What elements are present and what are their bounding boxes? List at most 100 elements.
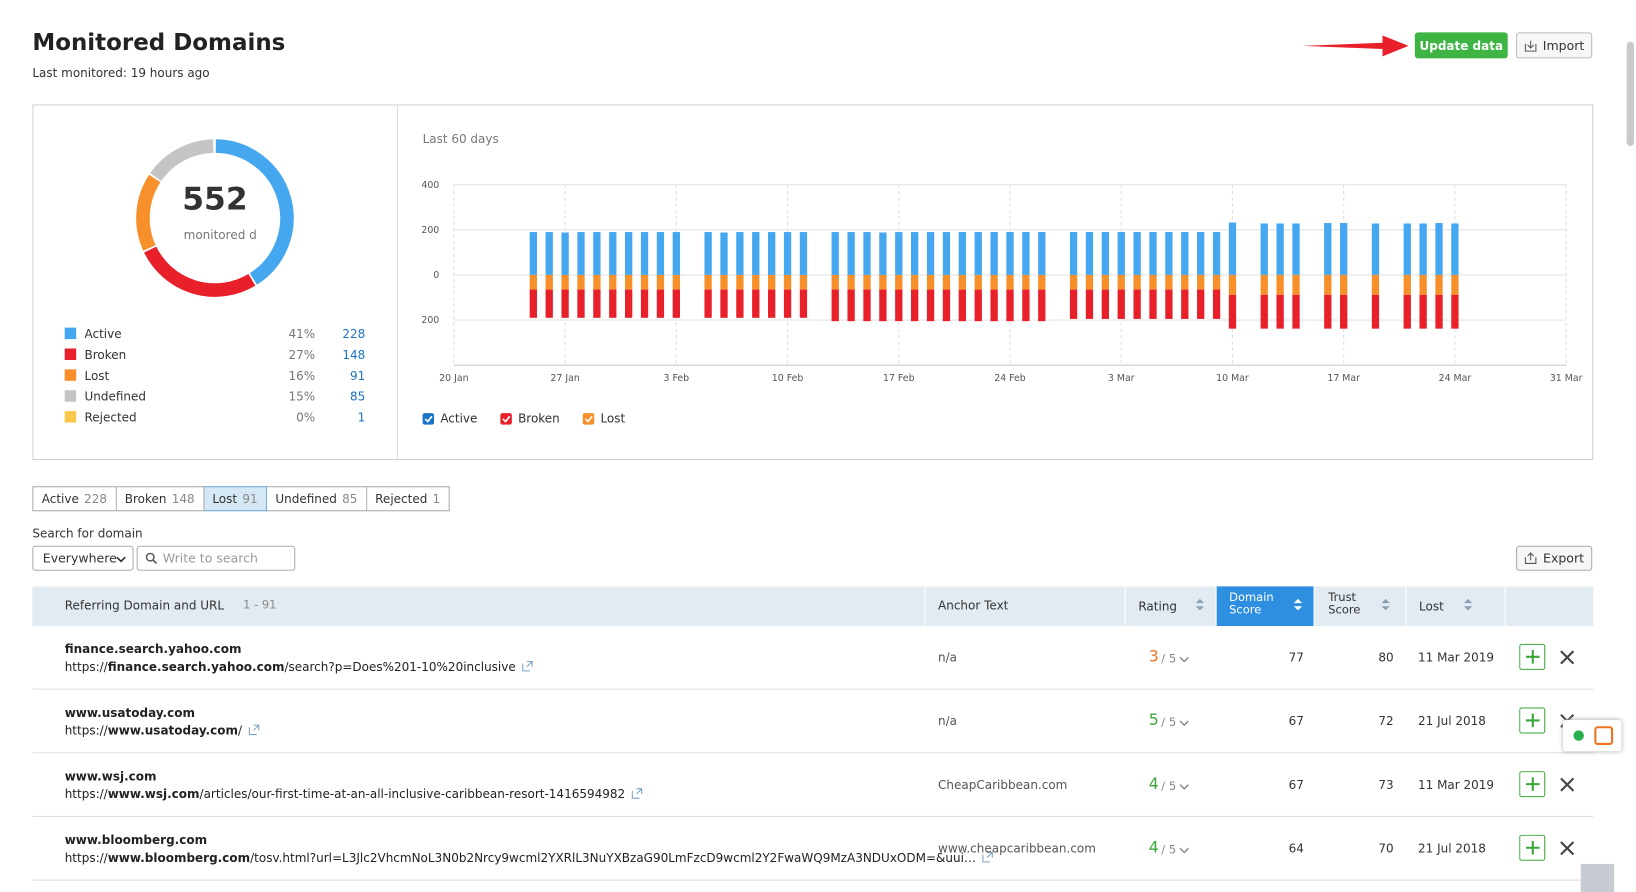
remove-button[interactable]: [1559, 649, 1576, 666]
column-divider: [924, 586, 926, 627]
plus-icon: [1525, 840, 1540, 855]
bar-segment: [799, 232, 808, 275]
url-host: www.wsj.com: [107, 786, 200, 802]
tab[interactable]: Active 228: [32, 486, 117, 512]
page-title: Monitored Domains: [32, 30, 286, 57]
bar-segment: [863, 232, 871, 275]
sort-icon[interactable]: [1195, 598, 1205, 604]
arrow-shape: [1302, 35, 1409, 57]
bar-segment: [1022, 289, 1030, 322]
bar-segment: [1181, 289, 1189, 319]
tab[interactable]: Rejected 1: [366, 486, 450, 512]
bar-segment: [529, 289, 537, 318]
column-divider: [1124, 586, 1126, 627]
add-button[interactable]: [1519, 834, 1546, 862]
sort-icon[interactable]: [1195, 606, 1205, 611]
bar-segment: [1292, 274, 1300, 295]
sort-icon[interactable]: [1463, 598, 1473, 604]
bar-segment: [1324, 294, 1332, 329]
scrollbar: [1626, 41, 1634, 147]
bar-segment: [1371, 274, 1380, 295]
external-link-icon: [248, 724, 260, 736]
legend-name: Rejected: [85, 411, 137, 425]
check-mark: [424, 415, 433, 423]
column-header: Trust Score: [1328, 590, 1361, 617]
sort-icon[interactable]: [1381, 606, 1390, 611]
bar-segment: [1292, 223, 1300, 275]
rating-chevron[interactable]: [1179, 719, 1189, 727]
bar-segment: [1197, 289, 1205, 319]
export-button[interactable]: Export: [1516, 545, 1593, 571]
sort-icon[interactable]: [1293, 598, 1303, 604]
add-button[interactable]: [1519, 643, 1546, 671]
sort-icon[interactable]: [1381, 598, 1390, 604]
bar-segment: [768, 289, 776, 318]
bar-segment: [625, 274, 633, 290]
sort-icon[interactable]: [1463, 606, 1473, 611]
bar-segment: [1403, 274, 1411, 295]
search-label: Search for domain: [32, 525, 143, 541]
bar-segment: [1038, 274, 1046, 290]
bar-segment: [736, 274, 744, 290]
lost-date: 11 Mar 2019: [1417, 777, 1495, 792]
bar-segment: [1197, 232, 1205, 275]
bar-segment: [1435, 294, 1443, 329]
bar-segment: [720, 274, 728, 290]
rating-chevron[interactable]: [1179, 783, 1189, 791]
bar-segment: [720, 232, 728, 275]
bar-segment: [577, 289, 585, 318]
column-divider: [1313, 586, 1315, 627]
bar-segment: [640, 232, 649, 275]
bar-segment: [1165, 232, 1173, 275]
bar-segment: [783, 232, 792, 275]
panel-border: [32, 104, 1594, 461]
bar-segment: [831, 274, 839, 290]
tab[interactable]: Undefined 85: [266, 486, 367, 512]
rating: 4: [1148, 774, 1159, 793]
external-link-icon: [982, 851, 994, 863]
tab[interactable]: Broken 148: [116, 486, 204, 512]
add-button[interactable]: [1519, 771, 1546, 798]
url[interactable]: https://www.usatoday.com/: [65, 723, 261, 738]
scope-select[interactable]: Everywhere: [32, 545, 134, 571]
x-tick-label: 27 Jan: [550, 373, 579, 384]
url[interactable]: https://finance.search.yahoo.com/search?…: [65, 659, 535, 674]
sort-icon[interactable]: [1293, 606, 1303, 611]
legend-swatch: [64, 369, 77, 381]
bar-segment: [942, 232, 951, 275]
url[interactable]: https://www.bloomberg.com/tosv.html?url=…: [65, 850, 995, 865]
bar-segment: [640, 274, 649, 290]
url[interactable]: https://www.wsj.com/articles/our-first-t…: [65, 786, 644, 802]
tab-name: Active: [41, 491, 79, 507]
bar-segment: [1451, 294, 1459, 329]
rating: 5: [1148, 710, 1159, 730]
bar-segment: [1419, 274, 1427, 295]
row-divider: [32, 815, 1594, 817]
feedback-button[interactable]: [1580, 863, 1615, 892]
chevron: [116, 556, 126, 563]
x-tick-label: 10 Mar: [1216, 373, 1249, 384]
rating-chevron[interactable]: [1179, 655, 1189, 663]
bar-segment: [704, 274, 712, 290]
bar-segment: [879, 289, 887, 322]
search-input[interactable]: Write to search: [136, 545, 296, 571]
bar-segment: [1212, 289, 1221, 319]
remove-button[interactable]: [1559, 776, 1576, 793]
legend-share: 27%: [288, 348, 315, 362]
bar-segment: [1228, 294, 1237, 329]
domain: www.wsj.com: [64, 768, 157, 784]
bar-segment: [1085, 274, 1094, 290]
bar-segment: [577, 274, 585, 290]
bar-segment: [752, 289, 760, 318]
bar-segment: [1419, 223, 1427, 275]
import-button[interactable]: Import: [1516, 32, 1593, 59]
add-button[interactable]: [1519, 707, 1546, 734]
bar-segment: [672, 274, 680, 290]
check-mark: [584, 415, 593, 423]
remove-button[interactable]: [1559, 840, 1576, 857]
legend-swatch: [64, 327, 77, 340]
bar-segment: [1276, 294, 1284, 329]
rating-chevron[interactable]: [1179, 846, 1189, 854]
update-button[interactable]: Update data: [1414, 32, 1508, 59]
tab[interactable]: Lost 91: [203, 486, 267, 512]
